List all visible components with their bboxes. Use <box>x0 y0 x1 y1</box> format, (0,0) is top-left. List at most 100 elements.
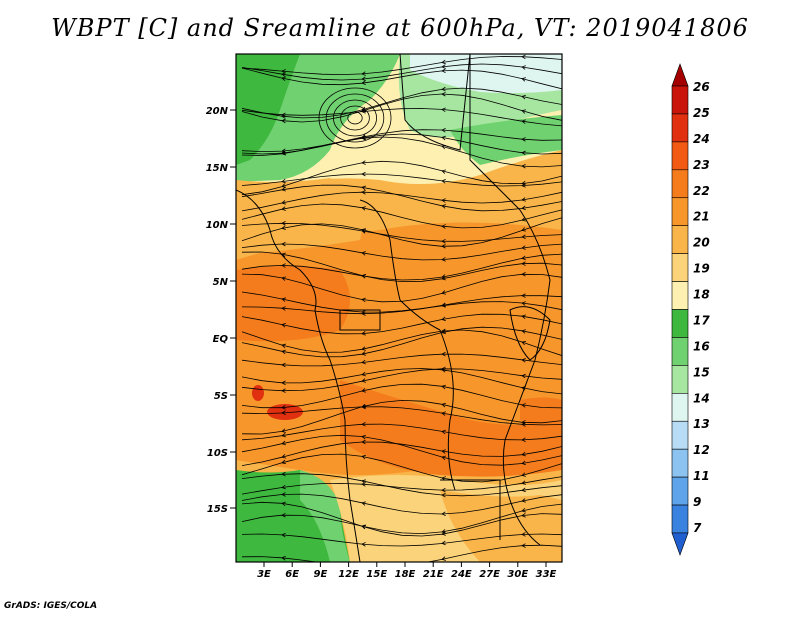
map-title: WBPT [C] and Sreamline at 600hPa, VT: 20… <box>51 14 749 42</box>
streamline-arrow <box>441 243 446 249</box>
streamline-arrow <box>521 217 526 222</box>
colorbar-bottom-arrow <box>671 532 689 556</box>
streamline-arrow <box>521 329 526 334</box>
streamline-vortex <box>340 105 370 131</box>
streamline-arrow <box>521 301 526 306</box>
colorbar-segment <box>671 420 689 450</box>
colorbar-segment <box>671 141 689 171</box>
streamline-arrow <box>521 150 526 156</box>
streamline-arrow <box>361 501 366 506</box>
colorbar-label: 23 <box>693 158 710 172</box>
streamline-arrow <box>441 290 446 295</box>
streamline-arrow <box>441 411 446 416</box>
colorbar-segment <box>671 337 689 366</box>
streamline-arrow <box>361 206 366 211</box>
streamline-arrow <box>521 314 526 320</box>
colorbar-segment <box>671 476 689 506</box>
lon-label: 9E <box>314 569 328 580</box>
streamline <box>241 326 562 358</box>
lat-label: 20N <box>206 106 229 117</box>
streamline <box>241 129 562 153</box>
lon-label: 30E <box>507 569 528 580</box>
streamline <box>241 329 562 356</box>
streamline <box>241 434 562 466</box>
colorbar-label: 26 <box>693 80 710 94</box>
streamline-arrow <box>441 449 446 454</box>
lon-label: 6E <box>285 569 299 580</box>
streamline-arrow <box>521 472 526 477</box>
colorbar: 26 25 24 23 22 21 20 19 18 17 16 15 14 13 12 11 9 7 <box>671 63 710 556</box>
streamline-arrow <box>521 498 526 503</box>
streamline-arrow <box>281 492 286 497</box>
streamline-arrow <box>361 388 366 393</box>
streamline-arrow <box>281 380 286 386</box>
streamline-vortex <box>332 99 377 137</box>
streamline <box>241 87 562 119</box>
streamline-arrow <box>361 229 366 234</box>
streamline <box>241 184 562 212</box>
streamline-arrow <box>361 76 366 81</box>
colorbar-label: 13 <box>693 417 710 431</box>
lat-label: 15S <box>207 504 228 515</box>
streamline-arrow <box>441 351 446 357</box>
streamline-arrow <box>281 225 286 231</box>
streamline-arrow <box>441 107 446 113</box>
streamline <box>241 399 562 435</box>
lat-label: 15N <box>206 163 229 174</box>
streamline-arrow <box>361 346 366 351</box>
wbpt-field <box>236 54 562 562</box>
streamline <box>241 203 562 229</box>
streamline <box>241 423 562 441</box>
streamline-arrow <box>281 323 286 328</box>
streamline-arrow <box>441 384 446 390</box>
streamline-arrow <box>521 508 526 513</box>
border-north <box>399 54 471 151</box>
streamline-arrow <box>521 373 526 379</box>
streamline-arrow <box>521 77 526 82</box>
streamline-arrow <box>441 316 446 322</box>
lake-victoria <box>509 306 551 361</box>
streamline-arrow <box>521 119 526 124</box>
streamline-vortex <box>325 93 385 143</box>
streamline-arrow <box>281 532 286 538</box>
border-central <box>359 199 441 331</box>
streamline <box>241 493 562 515</box>
streamline-arrow <box>441 540 446 546</box>
colorbar-segment <box>671 169 689 199</box>
streamline-arrow <box>361 297 366 303</box>
colorbar-segment <box>671 365 689 394</box>
streamline-arrow <box>281 118 286 124</box>
lon-label: 27E <box>479 569 500 580</box>
colorbar-label: 7 <box>693 521 702 535</box>
streamline-arrow <box>441 91 446 97</box>
streamline-arrow <box>521 261 526 266</box>
streamline-arrow <box>281 471 286 477</box>
streamline-arrow <box>361 160 366 165</box>
streamline-arrow <box>281 349 286 355</box>
streamline-arrow <box>441 135 446 141</box>
streamline-arrow <box>521 180 526 186</box>
streamline-arrow <box>441 368 446 373</box>
streamline-arrow <box>521 109 526 114</box>
streamline <box>241 368 562 395</box>
streamline-arrow <box>521 403 526 408</box>
streamline-arrow <box>521 543 526 548</box>
streamline-arrow <box>441 59 446 65</box>
streamline-arrow <box>441 257 446 262</box>
streamline-arrow <box>361 378 366 383</box>
streamline-arrow <box>281 428 286 433</box>
streamline-arrow <box>281 555 286 561</box>
streamline-arrow <box>281 263 286 268</box>
map-frame <box>235 53 563 563</box>
streamlines <box>241 54 562 562</box>
streamline-arrow <box>441 529 446 534</box>
field-lightgreen-southwest <box>300 470 350 562</box>
streamline-arrow <box>281 454 286 459</box>
colorbar-segment <box>671 85 689 115</box>
lon-label: 18E <box>395 569 416 580</box>
streamline <box>241 243 562 261</box>
streamline-arrow <box>521 422 526 427</box>
streamline-arrow <box>281 150 286 156</box>
streamline-arrow <box>441 169 446 174</box>
streamline <box>241 353 562 367</box>
